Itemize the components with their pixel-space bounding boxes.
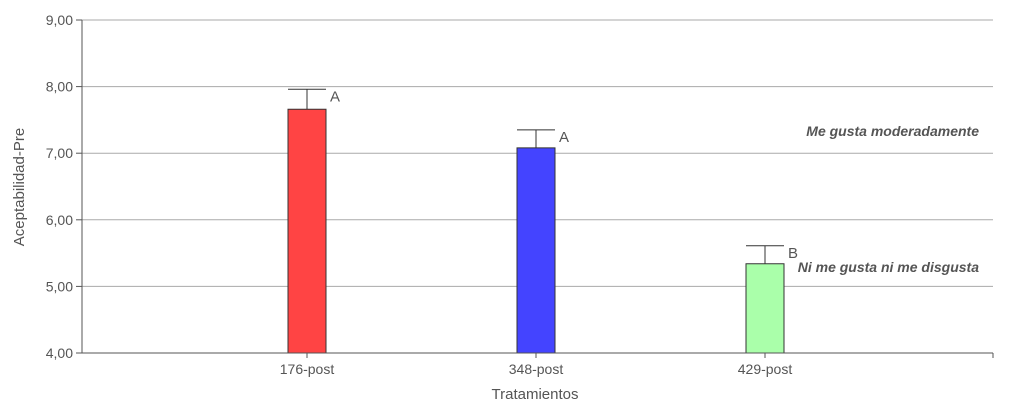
y-tick-label: 4,00 (46, 345, 73, 361)
y-tick-labels: 4,00 5,00 6,00 7,00 8,00 9,00 (46, 12, 73, 361)
bars (287, 108, 785, 354)
y-tick-label: 5,00 (46, 278, 73, 294)
bar-348-post (516, 147, 556, 354)
x-axis-title: Tratamientos (492, 386, 579, 403)
significance-label: B (788, 245, 798, 262)
x-tick-labels: 176-post 348-post 429-post (280, 361, 793, 377)
error-bars (288, 88, 784, 264)
x-tick-label: 429-post (738, 361, 793, 377)
significance-label: A (559, 129, 569, 146)
annotation-text: Me gusta moderadamente (806, 123, 979, 139)
significance-labels: A A B (330, 88, 798, 262)
x-tick-label: 348-post (509, 361, 564, 377)
y-tick-label: 9,00 (46, 12, 73, 28)
annotation-text: Ni me gusta ni me disgusta (798, 259, 979, 275)
axes (76, 19, 994, 358)
y-axis-title: Aceptabilidad-Pre (11, 128, 28, 246)
y-tick-label: 7,00 (46, 145, 73, 161)
y-tick-label: 8,00 (46, 79, 73, 95)
x-tick-label: 176-post (280, 361, 335, 377)
y-tick-label: 6,00 (46, 212, 73, 228)
bar-176-post (287, 108, 327, 354)
bar-429-post (745, 263, 785, 354)
significance-label: A (330, 88, 340, 105)
annotations: Me gusta moderadamente Ni me gusta ni me … (798, 123, 979, 275)
